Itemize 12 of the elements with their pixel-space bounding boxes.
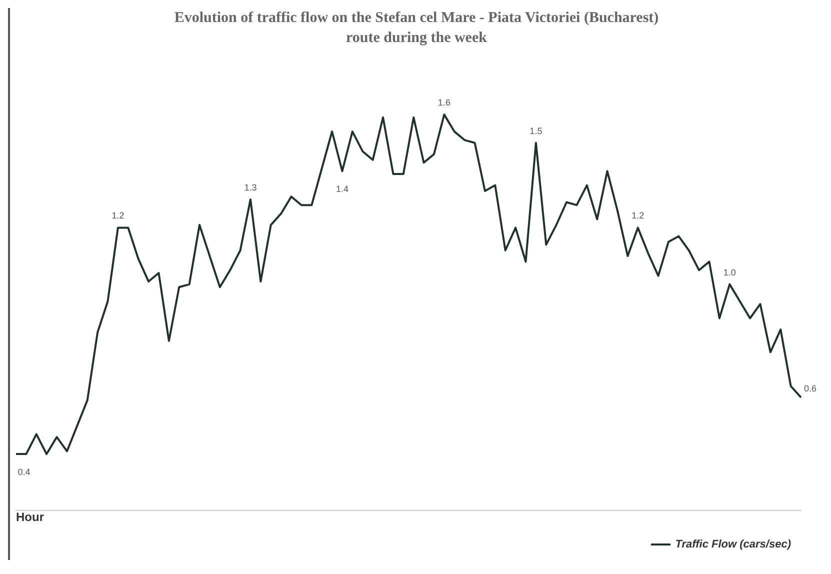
data-label: 1.2: [112, 210, 124, 221]
data-label: 1.0: [723, 267, 736, 278]
data-label: 1.3: [244, 182, 257, 192]
data-label: 0.6: [804, 383, 817, 394]
x-axis-title: Hour: [16, 510, 44, 524]
data-label: 1.6: [438, 98, 450, 108]
data-label: 1.4: [336, 184, 348, 194]
data-label: 0.4: [18, 467, 30, 478]
data-label: 1.2: [632, 210, 644, 221]
data-label: 1.5: [530, 126, 542, 136]
legend-label: Traffic Flow (cars/sec): [675, 538, 792, 551]
chart-title: Evolution of traffic flow on the Stefan cel Mare - Piata Victoriei (Bucharest) route during the week: [173, 9, 660, 48]
